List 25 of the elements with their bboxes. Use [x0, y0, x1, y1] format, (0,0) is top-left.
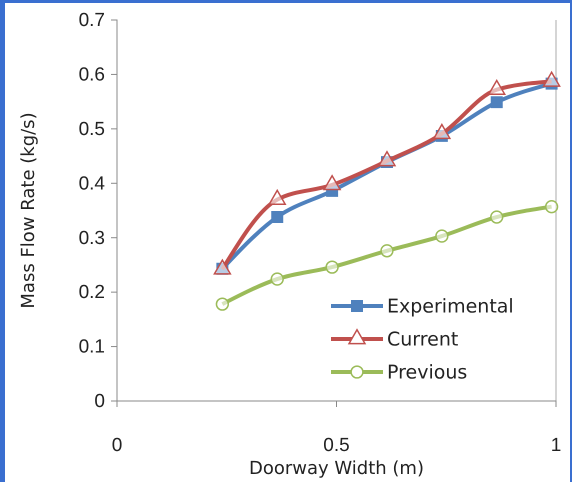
- legend-label: Previous: [387, 362, 468, 384]
- y-axis-title: Mass Flow Rate (kg/s): [18, 112, 39, 309]
- x-axis-title: Doorway Width (m): [248, 458, 424, 479]
- point: [490, 210, 504, 224]
- point: [380, 244, 394, 258]
- y-tick-label: 0.5: [78, 118, 105, 140]
- point: [270, 272, 284, 286]
- point: [271, 211, 284, 224]
- point: [216, 297, 230, 311]
- x-tick-label: 0.5: [323, 435, 350, 456]
- y-tick-label: 0.1: [78, 336, 105, 358]
- x-tick-label: 1: [550, 435, 562, 456]
- y-tick-label: 0.7: [78, 10, 105, 32]
- point: [325, 260, 339, 274]
- point: [435, 229, 449, 243]
- y-tick-label: 0: [94, 391, 105, 412]
- y-tick-label: 0.6: [78, 64, 105, 86]
- point: [544, 200, 558, 214]
- legend-label: Experimental: [387, 296, 514, 318]
- x-tick-label: 0: [112, 435, 122, 456]
- point: [490, 96, 503, 108]
- legend-label: Current: [387, 328, 458, 351]
- y-tick-label: 0.2: [78, 282, 105, 304]
- y-tick-label: 0.3: [78, 228, 105, 249]
- y-tick-label: 0.4: [78, 173, 106, 194]
